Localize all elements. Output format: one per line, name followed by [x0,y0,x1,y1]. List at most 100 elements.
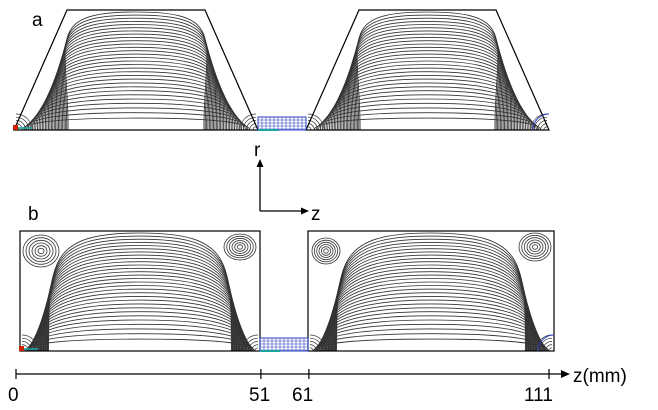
vortex-loop [529,241,541,253]
chamber-outline [305,9,550,131]
streamline [41,71,231,131]
corner-streamline [307,113,325,131]
vortex-loop [311,237,341,265]
vortex-loop [236,244,244,250]
streamline [54,40,218,131]
streamline [43,67,229,131]
streamline [46,60,226,131]
streamline [344,46,511,131]
vortex-loop [37,247,45,255]
corner-streamline [533,116,548,131]
vortex-loop [531,244,539,250]
streamline [327,274,535,352]
vortex-loop [34,245,48,257]
streamline [61,20,211,131]
streamline [345,43,510,131]
streamline [27,328,253,352]
vortex-loop [231,240,249,254]
streamline [48,232,232,352]
streamline [351,27,504,131]
corner-streamline [248,341,259,352]
exit-mesh [532,113,550,131]
streamline [55,36,217,131]
z-tick-label-61: 61 [292,385,314,406]
streamline [328,267,534,352]
axes-indicator [256,159,309,215]
corner-streamline [241,334,259,352]
streamline [47,57,225,131]
electrode-marker [13,125,18,130]
streamline [335,67,520,131]
corner-streamline [537,120,548,131]
vortex-loop [523,237,547,257]
z-tick-label-51: 51 [249,385,271,406]
streamline [52,46,220,131]
streamline [34,295,246,352]
streamline [63,14,209,131]
streamline [40,74,232,131]
streamline [60,24,212,131]
corner-streamline [15,120,26,131]
vortex-loop [223,233,257,261]
streamline [32,303,248,352]
streamline [352,24,503,131]
corner-streamline [246,120,257,131]
vortex-loop [521,234,549,260]
streamline [320,303,542,352]
streamline [50,50,222,131]
streamline [356,11,499,131]
vortex-loop [526,239,544,255]
streamline [322,295,540,352]
streamline [53,43,219,131]
vortex-loop [234,242,246,252]
vortex-loop [518,232,552,262]
vortex-loop [22,234,60,268]
streamline [40,267,240,352]
streamline [350,30,505,131]
z-axis-label: z(mm) [573,366,627,387]
corner-streamline [542,341,553,352]
z-axis-indicator-label: z [311,204,321,225]
electrode-marker [19,346,24,351]
corner-streamline [307,120,318,131]
streamline [336,64,519,131]
panel-a-streamlines [13,9,550,131]
streamline [28,323,252,352]
vortex-loop [228,237,252,257]
streamline [319,311,543,352]
streamline [349,33,506,131]
streamline [26,333,254,352]
streamline [347,36,508,131]
corner-streamline [242,116,257,131]
corner-streamline [21,341,32,352]
r-axis-label: r [254,140,261,161]
vortex-loop [320,246,332,256]
streamline [58,30,214,131]
streamline [316,323,546,352]
streamline [62,17,210,131]
chamber-outline [19,230,261,352]
vortex-loop [316,241,336,261]
streamline [64,11,208,131]
streamline [49,53,223,131]
streamline [21,117,251,131]
streamline [38,78,234,131]
streamline [25,338,255,352]
corner-streamline [244,337,259,352]
streamline [315,328,547,352]
chamber-outline [13,9,259,131]
streamline [333,71,522,131]
streamline [341,53,514,131]
streamline [314,333,548,352]
streamline [31,311,249,352]
z-tick-label-111: 111 [524,385,553,406]
streamline [44,64,228,131]
vortex-loop [28,239,54,263]
streamline [332,74,523,131]
corner-streamline [309,341,320,352]
streamline [59,27,213,131]
corner-streamline [309,337,324,352]
streamline [39,274,241,352]
vortex-loop [313,239,339,263]
streamline [316,112,539,131]
